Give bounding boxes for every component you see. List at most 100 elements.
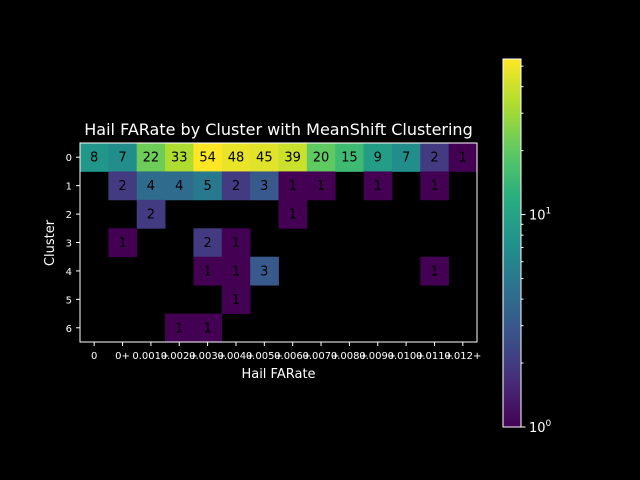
x-tick-label: 0.004+: [217, 351, 254, 362]
heatmap-cell: [165, 143, 194, 172]
heatmap-cell: [221, 228, 251, 258]
heatmap-cell: [193, 171, 223, 201]
heatmap-cell: [363, 171, 393, 201]
heatmap-cell: [250, 171, 279, 201]
heatmap-cell: [193, 143, 223, 172]
heatmap-cell: [335, 143, 364, 172]
x-tick-label: 0.011+: [416, 351, 453, 362]
cell-value-label: 1: [175, 321, 183, 336]
heatmap-cell: [193, 228, 223, 258]
y-tick-label: 5: [66, 295, 72, 306]
y-tick-label: 6: [66, 324, 72, 335]
heatmap-cell: [193, 313, 223, 343]
cell-value-label: 48: [228, 151, 245, 166]
cell-value-label: 1: [232, 236, 240, 251]
heatmap-cell: [448, 143, 478, 172]
x-tick-label: 0.009+: [359, 351, 396, 362]
heatmap-cell: [306, 143, 336, 172]
x-tick-label: 0.003+: [189, 351, 226, 362]
cell-value-label: 2: [430, 151, 438, 166]
heatmap-cell: [306, 171, 336, 201]
cell-value-label: 1: [289, 179, 297, 194]
y-tick-label: 2: [66, 210, 72, 221]
heatmap-cell: [221, 256, 251, 286]
cell-value-label: 1: [232, 264, 240, 279]
cell-value-label: 33: [171, 151, 188, 166]
heatmap-cell: [165, 171, 194, 201]
colorbar-ticks: 100 101: [521, 65, 552, 436]
cell-value-label: 54: [199, 151, 216, 166]
x-tick-label: 0: [91, 351, 97, 362]
heatmap-cell: [108, 171, 138, 201]
cell-value-label: 1: [203, 264, 211, 279]
x-tick-label: 0.012+: [444, 351, 481, 362]
heatmap-cell: [391, 143, 421, 172]
heatmap-cell: [278, 143, 308, 172]
heatmap-cell: [136, 171, 166, 201]
y-axis-ticks: 0 1 2 3 4 5 6: [66, 153, 80, 335]
cell-value-label: 1: [374, 179, 382, 194]
heatmap-cell: [250, 143, 279, 172]
cell-value-label: 5: [203, 179, 211, 194]
x-tick-label: 0.008+: [331, 351, 368, 362]
cell-value-label: 3: [260, 264, 268, 279]
x-axis-ticks: 0 0+ 0.001+0.002+0.003+0.004+0.005+0.006+0…: [91, 342, 481, 362]
colorbar-tick-label: 100: [529, 419, 552, 436]
heatmap-cell: [420, 143, 450, 172]
cell-value-label: 7: [118, 151, 126, 166]
cell-value-label: 1: [203, 321, 211, 336]
x-tick-label: 0.007+: [303, 351, 340, 362]
x-tick-label: 0.006+: [274, 351, 311, 362]
x-tick-label: 0.010+: [388, 351, 425, 362]
cell-value-label: 7: [402, 151, 410, 166]
y-tick-label: 4: [66, 267, 72, 278]
cell-value-label: 1: [430, 264, 438, 279]
cell-value-label: 1: [459, 151, 467, 166]
cell-value-label: 4: [147, 179, 155, 194]
heatmap-cell: [108, 228, 138, 258]
heatmap-cell: [363, 143, 393, 172]
chart-title: Hail FARate by Cluster with MeanShift Cl…: [84, 120, 472, 139]
cell-value-label: 1: [317, 179, 325, 194]
heatmap-cell: [221, 171, 251, 201]
heatmap-cell: [278, 199, 308, 229]
y-axis-label: Cluster: [43, 219, 58, 266]
cell-value-label: 2: [232, 179, 240, 194]
x-axis-label: Hail FARate: [241, 367, 315, 382]
colorbar-tick-label: 101: [529, 207, 551, 224]
cell-value-label: 9: [374, 151, 382, 166]
cell-value-label: 2: [118, 179, 126, 194]
x-tick-label: 0.002+: [161, 351, 198, 362]
heatmap-cell: [165, 313, 194, 343]
cell-value-label: 1: [118, 236, 126, 251]
cell-value-label: 39: [284, 151, 301, 166]
cell-value-label: 1: [289, 208, 297, 223]
x-tick-label: 0.005+: [246, 351, 283, 362]
colorbar: [502, 58, 522, 428]
cell-value-label: 1: [232, 293, 240, 308]
y-tick-label: 3: [66, 239, 72, 250]
cell-value-label: 1: [430, 179, 438, 194]
cell-value-label: 2: [203, 236, 211, 251]
cell-value-label: 2: [147, 208, 155, 223]
heatmap-cell: [221, 285, 251, 314]
heatmap-cell: [108, 143, 138, 172]
heatmap-cell: [80, 143, 109, 172]
x-tick-label: 0.001+: [132, 351, 169, 362]
cell-value-label: 20: [313, 151, 330, 166]
cell-value-label: 3: [260, 179, 268, 194]
heatmap-cell: [420, 171, 450, 201]
heatmap-cell: [250, 256, 279, 286]
cell-value-label: 15: [341, 151, 358, 166]
heatmap-cell: [136, 199, 166, 229]
heatmap-cell: [420, 256, 450, 286]
heatmap-cell: [136, 143, 166, 172]
cell-value-label: 8: [90, 151, 98, 166]
heatmap-cell: [221, 143, 251, 172]
cell-value-label: 4: [175, 179, 183, 194]
heatmap-cells: [80, 143, 478, 343]
y-tick-label: 0: [66, 153, 72, 164]
heatmap-cell: [278, 171, 308, 201]
y-tick-label: 1: [66, 182, 72, 193]
